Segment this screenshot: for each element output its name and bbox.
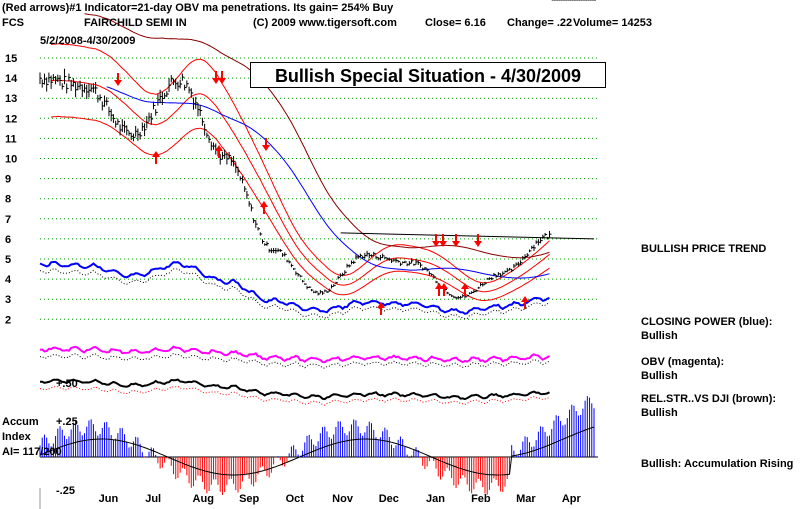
- obv-title: OBV (magenta):: [641, 356, 725, 368]
- sell-arrow-icon: [452, 234, 460, 247]
- accum-tick-mid: +.25: [56, 416, 78, 428]
- y-tick-label: 13: [5, 93, 17, 105]
- accum-tick-high: +.50: [56, 378, 78, 390]
- month-x-axis: Jun Jul Aug Sep Oct Nov Dec Jan Feb Mar Apr: [39, 488, 582, 509]
- sell-arrow-icon: [114, 73, 122, 86]
- accum-title: Accum: [2, 416, 39, 428]
- sell-arrow-icon: [262, 138, 270, 151]
- x-tick-label: Feb: [471, 493, 491, 505]
- sell-arrow-icon: [439, 234, 447, 247]
- close-value: Close= 6.16: [425, 17, 486, 29]
- outer-upper-band: [84, 13, 550, 259]
- sell-arrow-icon: [474, 234, 482, 247]
- x-tick-label: Jul: [145, 493, 161, 505]
- price-trend-label: BULLISH PRICE TREND: [641, 243, 767, 255]
- y-tick-label: 10: [5, 154, 17, 166]
- closing-power-line: [39, 260, 550, 315]
- buy-arrow-icon: [215, 145, 223, 158]
- y-tick-label: 5: [5, 254, 11, 266]
- buy-arrow-icon: [521, 296, 529, 309]
- x-tick-label: Apr: [562, 493, 582, 505]
- sell-arrow-icon: [212, 71, 220, 84]
- copyright: (C) 2009 www.tigersoft.com: [253, 17, 397, 29]
- y-tick-label: 6: [5, 234, 11, 246]
- buy-arrow-icon: [461, 283, 469, 296]
- x-tick-label: Jun: [99, 493, 119, 505]
- relstr-value: Bullish: [641, 407, 678, 419]
- x-tick-label: Sep: [239, 493, 259, 505]
- obv-value: Bullish: [641, 370, 678, 382]
- x-tick-label: Oct: [286, 493, 305, 505]
- upper-band: [50, 43, 550, 284]
- moving-average-blue: [106, 86, 550, 279]
- y-tick-label: 8: [5, 194, 11, 206]
- special-situation-banner: Bullish Special Situation - 4/30/2009: [250, 62, 606, 88]
- x-tick-label: Nov: [332, 493, 354, 505]
- y-tick-label: 9: [5, 174, 11, 186]
- volume-value: Volume= 14253: [573, 17, 652, 29]
- buy-arrow-icon: [440, 283, 448, 296]
- ticker-symbol: FCS: [2, 17, 24, 29]
- closing-power-line-ma: [39, 268, 550, 320]
- moving-average-21: [50, 79, 550, 293]
- accum-tick-low: -.25: [56, 485, 75, 497]
- relstr-line-ma: [40, 385, 550, 406]
- lower-band: [51, 115, 550, 301]
- x-tick-label: Aug: [193, 493, 214, 505]
- closing-power-title: CLOSING POWER (blue):: [641, 316, 773, 328]
- accum-status: Bullish: Accumulation Rising: [641, 458, 794, 470]
- band-lines: [50, 13, 595, 301]
- x-tick-label: Mar: [516, 493, 536, 505]
- buy-arrow-icon: [152, 151, 160, 164]
- accum-subtitle: Index: [2, 431, 31, 443]
- price-bars: [39, 0, 596, 300]
- buy-arrow-icon: [377, 302, 385, 315]
- price-y-axis: 2 3 4 5 6 7 8 9 10 11 12 13 14 15: [5, 53, 18, 326]
- y-tick-label: 14: [5, 73, 18, 85]
- buy-arrow-icon: [435, 283, 443, 296]
- y-tick-label: 4: [5, 274, 12, 286]
- obv-line: [39, 345, 550, 364]
- date-range: 5/2/2008-4/30/2009: [40, 35, 136, 47]
- closing-power-value: Bullish: [641, 330, 678, 342]
- relstr-line: [40, 378, 550, 401]
- buy-arrow-icon: [260, 201, 268, 214]
- relstr-title: REL.STR..VS DJI (brown):: [641, 393, 777, 405]
- company-name: FAIRCHILD SEMI IN: [84, 17, 187, 29]
- y-tick-label: 15: [5, 53, 17, 65]
- indicator-panels: [39, 260, 550, 406]
- y-tick-label: 11: [5, 133, 17, 145]
- x-tick-label: Jan: [426, 493, 445, 505]
- sell-arrow-icon: [432, 234, 440, 247]
- change-value: Change= .22: [507, 17, 573, 29]
- y-tick-label: 12: [5, 113, 17, 125]
- x-tick-label: Dec: [379, 493, 399, 505]
- indicator-description: (Red arrows)#1 Indicator=21-day OBV ma p…: [2, 2, 394, 14]
- accum-average-line: [39, 426, 595, 476]
- signal-arrows: [114, 71, 529, 315]
- y-tick-label: 3: [5, 294, 11, 306]
- y-tick-label: 2: [5, 314, 11, 326]
- y-tick-label: 7: [5, 214, 11, 226]
- sell-arrow-icon: [218, 71, 226, 84]
- accum-ai-value: AI= 117/200: [2, 446, 62, 458]
- obv-line-ma: [39, 352, 550, 369]
- accumulation-panel: [39, 396, 598, 495]
- resistance-trendline: [340, 232, 595, 240]
